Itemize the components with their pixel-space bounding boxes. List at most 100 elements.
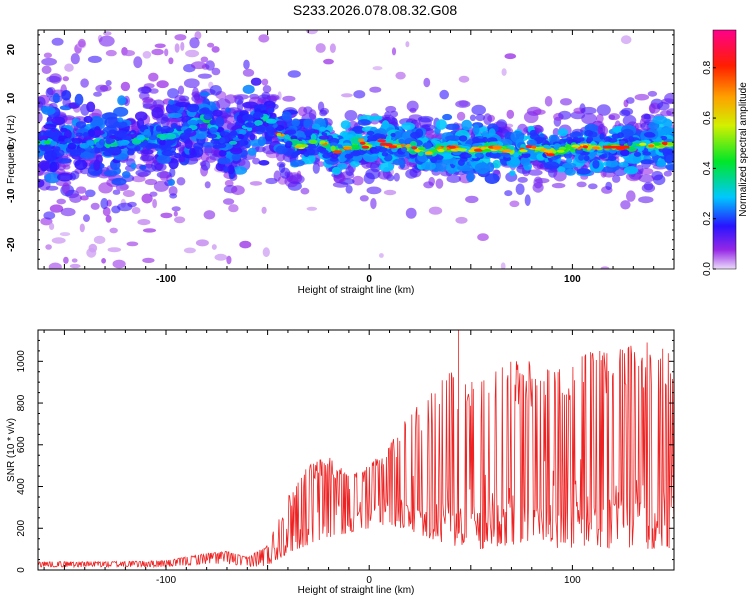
band-blob (212, 109, 223, 117)
band-blob (74, 93, 84, 106)
band-blob (285, 140, 293, 147)
band-blob (193, 142, 204, 150)
band-blob (532, 109, 546, 115)
band-blob (455, 100, 471, 108)
band-blob (642, 151, 652, 156)
band-blob (211, 67, 221, 76)
band-blob (229, 140, 238, 145)
band-blob (628, 136, 635, 143)
ridge-peak (480, 146, 486, 150)
ridge-peak (556, 149, 565, 153)
band-blob (268, 95, 279, 101)
band-blob (442, 113, 453, 121)
noise-blob (207, 42, 215, 48)
band-blob (456, 111, 466, 121)
band-blob (111, 177, 127, 186)
band-blob (641, 183, 656, 193)
ridge-peak (519, 149, 528, 153)
band-blob (363, 172, 375, 185)
ridge-peak (414, 149, 421, 153)
band-blob (168, 186, 178, 196)
noise-blob (160, 212, 173, 219)
noise-blob (383, 189, 397, 196)
noise-blob (62, 76, 69, 82)
band-blob (209, 127, 218, 134)
band-blob (644, 133, 656, 138)
noise-blob (194, 31, 202, 40)
band-blob (398, 138, 405, 144)
band-blob (46, 131, 58, 137)
band-blob (141, 149, 154, 155)
noise-blob (105, 215, 112, 223)
band-blob (447, 140, 453, 146)
band-blob (217, 157, 231, 165)
band-blob (292, 151, 300, 157)
band-blob (529, 133, 540, 140)
ridge-peak (648, 144, 655, 148)
band-blob (108, 129, 117, 134)
band-blob (308, 139, 318, 144)
ridge-peak (343, 146, 352, 150)
band-blob (225, 107, 232, 113)
noise-blob (174, 34, 187, 41)
band-blob (200, 107, 210, 114)
band-blob (38, 131, 42, 138)
band-blob (100, 198, 109, 210)
ridge-peak (357, 138, 365, 142)
band-blob (79, 143, 90, 149)
band-blob (159, 170, 169, 181)
band-blob (446, 174, 462, 183)
band-blob (200, 56, 209, 63)
noise-blob (168, 57, 174, 65)
ridge-peak (582, 145, 589, 149)
band-blob (231, 153, 241, 162)
band-blob (165, 127, 175, 133)
band-blob (513, 152, 519, 158)
band-blob (647, 90, 658, 97)
ridge-peak (543, 149, 553, 153)
band-blob (83, 214, 90, 223)
noise-blob (164, 48, 169, 57)
band-blob (345, 185, 353, 194)
band-blob (331, 166, 341, 176)
band-blob (223, 166, 229, 173)
band-blob (71, 137, 83, 144)
band-blob (98, 35, 115, 47)
band-blob (622, 114, 637, 127)
band-blob (281, 111, 292, 121)
noise-blob (211, 244, 217, 250)
y-tick-label: 1000 (16, 350, 27, 373)
noise-blob (152, 198, 158, 209)
band-blob (165, 139, 174, 146)
band-blob (349, 144, 361, 151)
x-tick-label: -100 (156, 274, 176, 285)
band-blob (52, 92, 60, 104)
band-blob (265, 125, 275, 133)
band-blob (137, 171, 149, 178)
y-tick-label: 0 (16, 567, 27, 573)
band-blob (312, 162, 320, 174)
band-blob (584, 123, 599, 132)
band-blob (377, 170, 392, 180)
band-blob (532, 182, 544, 193)
band-blob (370, 160, 382, 173)
band-blob (401, 122, 416, 131)
noise-blob (59, 232, 71, 237)
band-blob (423, 77, 431, 88)
band-blob (329, 142, 338, 147)
band-blob (352, 175, 364, 186)
band-blob (621, 128, 634, 139)
band-blob (174, 153, 182, 159)
band-blob (366, 186, 382, 195)
band-blob (287, 70, 301, 78)
band-blob (183, 78, 200, 88)
band-blob (528, 169, 543, 176)
band-blob (439, 89, 450, 100)
ridge-peak (468, 149, 476, 153)
ridge-peak (276, 133, 282, 137)
band-blob (138, 91, 150, 100)
band-blob (586, 136, 594, 143)
band-blob (634, 93, 650, 101)
band-blob (578, 154, 585, 161)
band-blob (303, 119, 312, 129)
